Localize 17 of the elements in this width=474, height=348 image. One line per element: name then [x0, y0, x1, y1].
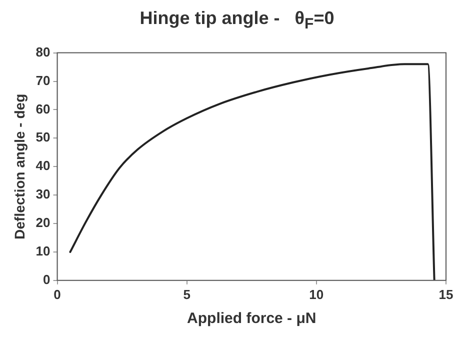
y-tick-label: 40	[36, 158, 50, 174]
y-tick-label: 80	[36, 44, 50, 60]
chart-title: Hinge tip angle - θ$_{F}$=0	[138, 8, 336, 35]
y-axis-title: Deflection angle - deg	[11, 94, 28, 240]
x-tick-label: 15	[438, 286, 454, 302]
y-tick-label: 30	[36, 186, 50, 202]
y-tick-label: 50	[36, 130, 50, 145]
line-series	[69, 63, 436, 280]
y-tick-label: 10	[36, 244, 50, 259]
x-tick-label: 0	[54, 286, 61, 302]
y-tick-label: 20	[36, 215, 50, 230]
y-tick-label: 70	[36, 72, 50, 88]
x-tick-label: 10	[309, 286, 324, 302]
x-tick-label: 5	[183, 286, 190, 302]
y-tick-label: 0	[43, 272, 50, 287]
x-axis-title: Applied force - μN	[187, 310, 316, 328]
y-tick-label: 60	[36, 101, 50, 116]
